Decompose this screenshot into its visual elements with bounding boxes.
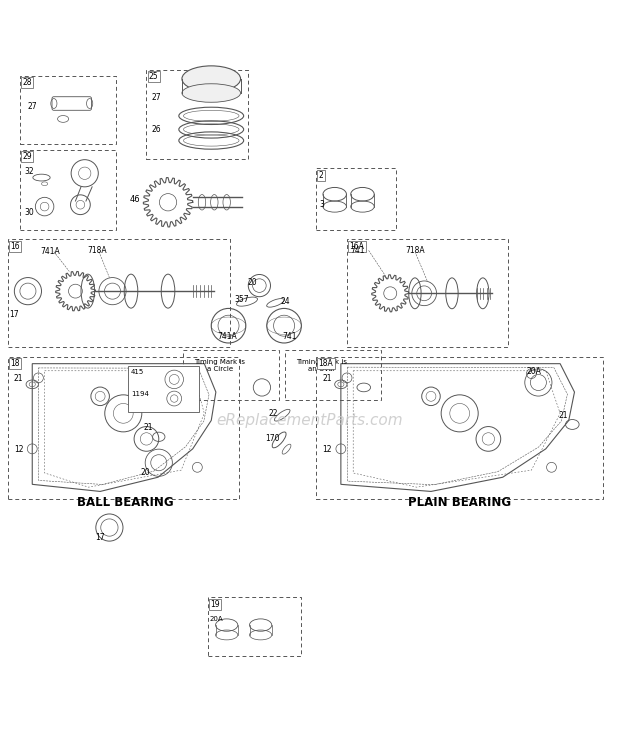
Bar bbox=[20, 76, 115, 144]
Bar bbox=[20, 150, 115, 230]
Text: Timing Mark is
a Circle: Timing Mark is a Circle bbox=[194, 359, 246, 372]
Text: 21: 21 bbox=[322, 373, 332, 382]
Text: PLAIN BEARING: PLAIN BEARING bbox=[408, 496, 511, 510]
Text: 18: 18 bbox=[10, 359, 20, 368]
Ellipse shape bbox=[182, 84, 241, 102]
Text: 170: 170 bbox=[265, 434, 280, 443]
Text: 357: 357 bbox=[235, 295, 249, 304]
Text: 20A: 20A bbox=[526, 368, 541, 376]
Text: 741A: 741A bbox=[40, 247, 60, 256]
Text: 27: 27 bbox=[27, 102, 37, 111]
Text: 18A: 18A bbox=[319, 359, 334, 368]
Text: 17: 17 bbox=[9, 310, 19, 319]
Text: 21: 21 bbox=[559, 411, 569, 420]
Text: 17: 17 bbox=[95, 533, 105, 542]
Text: 26: 26 bbox=[151, 125, 161, 134]
Text: 28: 28 bbox=[22, 78, 32, 87]
Bar bbox=[316, 168, 396, 230]
Text: 741: 741 bbox=[350, 246, 365, 255]
Bar bbox=[7, 240, 230, 347]
Text: BALL BEARING: BALL BEARING bbox=[76, 496, 173, 510]
Text: 3: 3 bbox=[319, 199, 324, 208]
Bar bbox=[128, 366, 199, 412]
Text: 415: 415 bbox=[131, 369, 144, 375]
Bar bbox=[146, 69, 248, 159]
Bar bbox=[347, 240, 508, 347]
Text: 741: 741 bbox=[282, 333, 297, 341]
Text: 21: 21 bbox=[14, 373, 23, 382]
Text: 29: 29 bbox=[22, 153, 32, 161]
Text: 16A: 16A bbox=[350, 242, 365, 251]
Text: 16: 16 bbox=[10, 242, 20, 251]
Text: 1194: 1194 bbox=[131, 391, 149, 397]
Text: 27: 27 bbox=[151, 93, 161, 102]
Text: 12: 12 bbox=[14, 445, 23, 454]
Text: 20: 20 bbox=[247, 278, 257, 287]
Text: 22: 22 bbox=[268, 409, 278, 418]
Bar bbox=[316, 356, 603, 498]
Text: 2: 2 bbox=[319, 171, 324, 180]
Text: 741A: 741A bbox=[218, 333, 237, 341]
Bar bbox=[285, 350, 381, 400]
Bar bbox=[208, 597, 301, 656]
Text: 718A: 718A bbox=[405, 246, 425, 255]
Ellipse shape bbox=[182, 66, 241, 92]
Text: 20: 20 bbox=[140, 468, 150, 477]
Text: eReplacementParts.com: eReplacementParts.com bbox=[216, 413, 404, 428]
Bar bbox=[184, 350, 279, 400]
Text: Timing Mark is
an Oval: Timing Mark is an Oval bbox=[296, 359, 347, 372]
Text: 19: 19 bbox=[211, 600, 220, 609]
Bar bbox=[7, 356, 239, 498]
Text: 25: 25 bbox=[149, 72, 159, 81]
Text: 30: 30 bbox=[25, 208, 35, 217]
Text: 20A: 20A bbox=[210, 616, 224, 622]
Text: 46: 46 bbox=[129, 195, 140, 204]
Text: 24: 24 bbox=[280, 297, 290, 306]
Text: 12: 12 bbox=[322, 445, 332, 454]
Text: 718A: 718A bbox=[88, 246, 107, 255]
Text: 21: 21 bbox=[143, 423, 153, 432]
Text: 32: 32 bbox=[25, 167, 35, 176]
